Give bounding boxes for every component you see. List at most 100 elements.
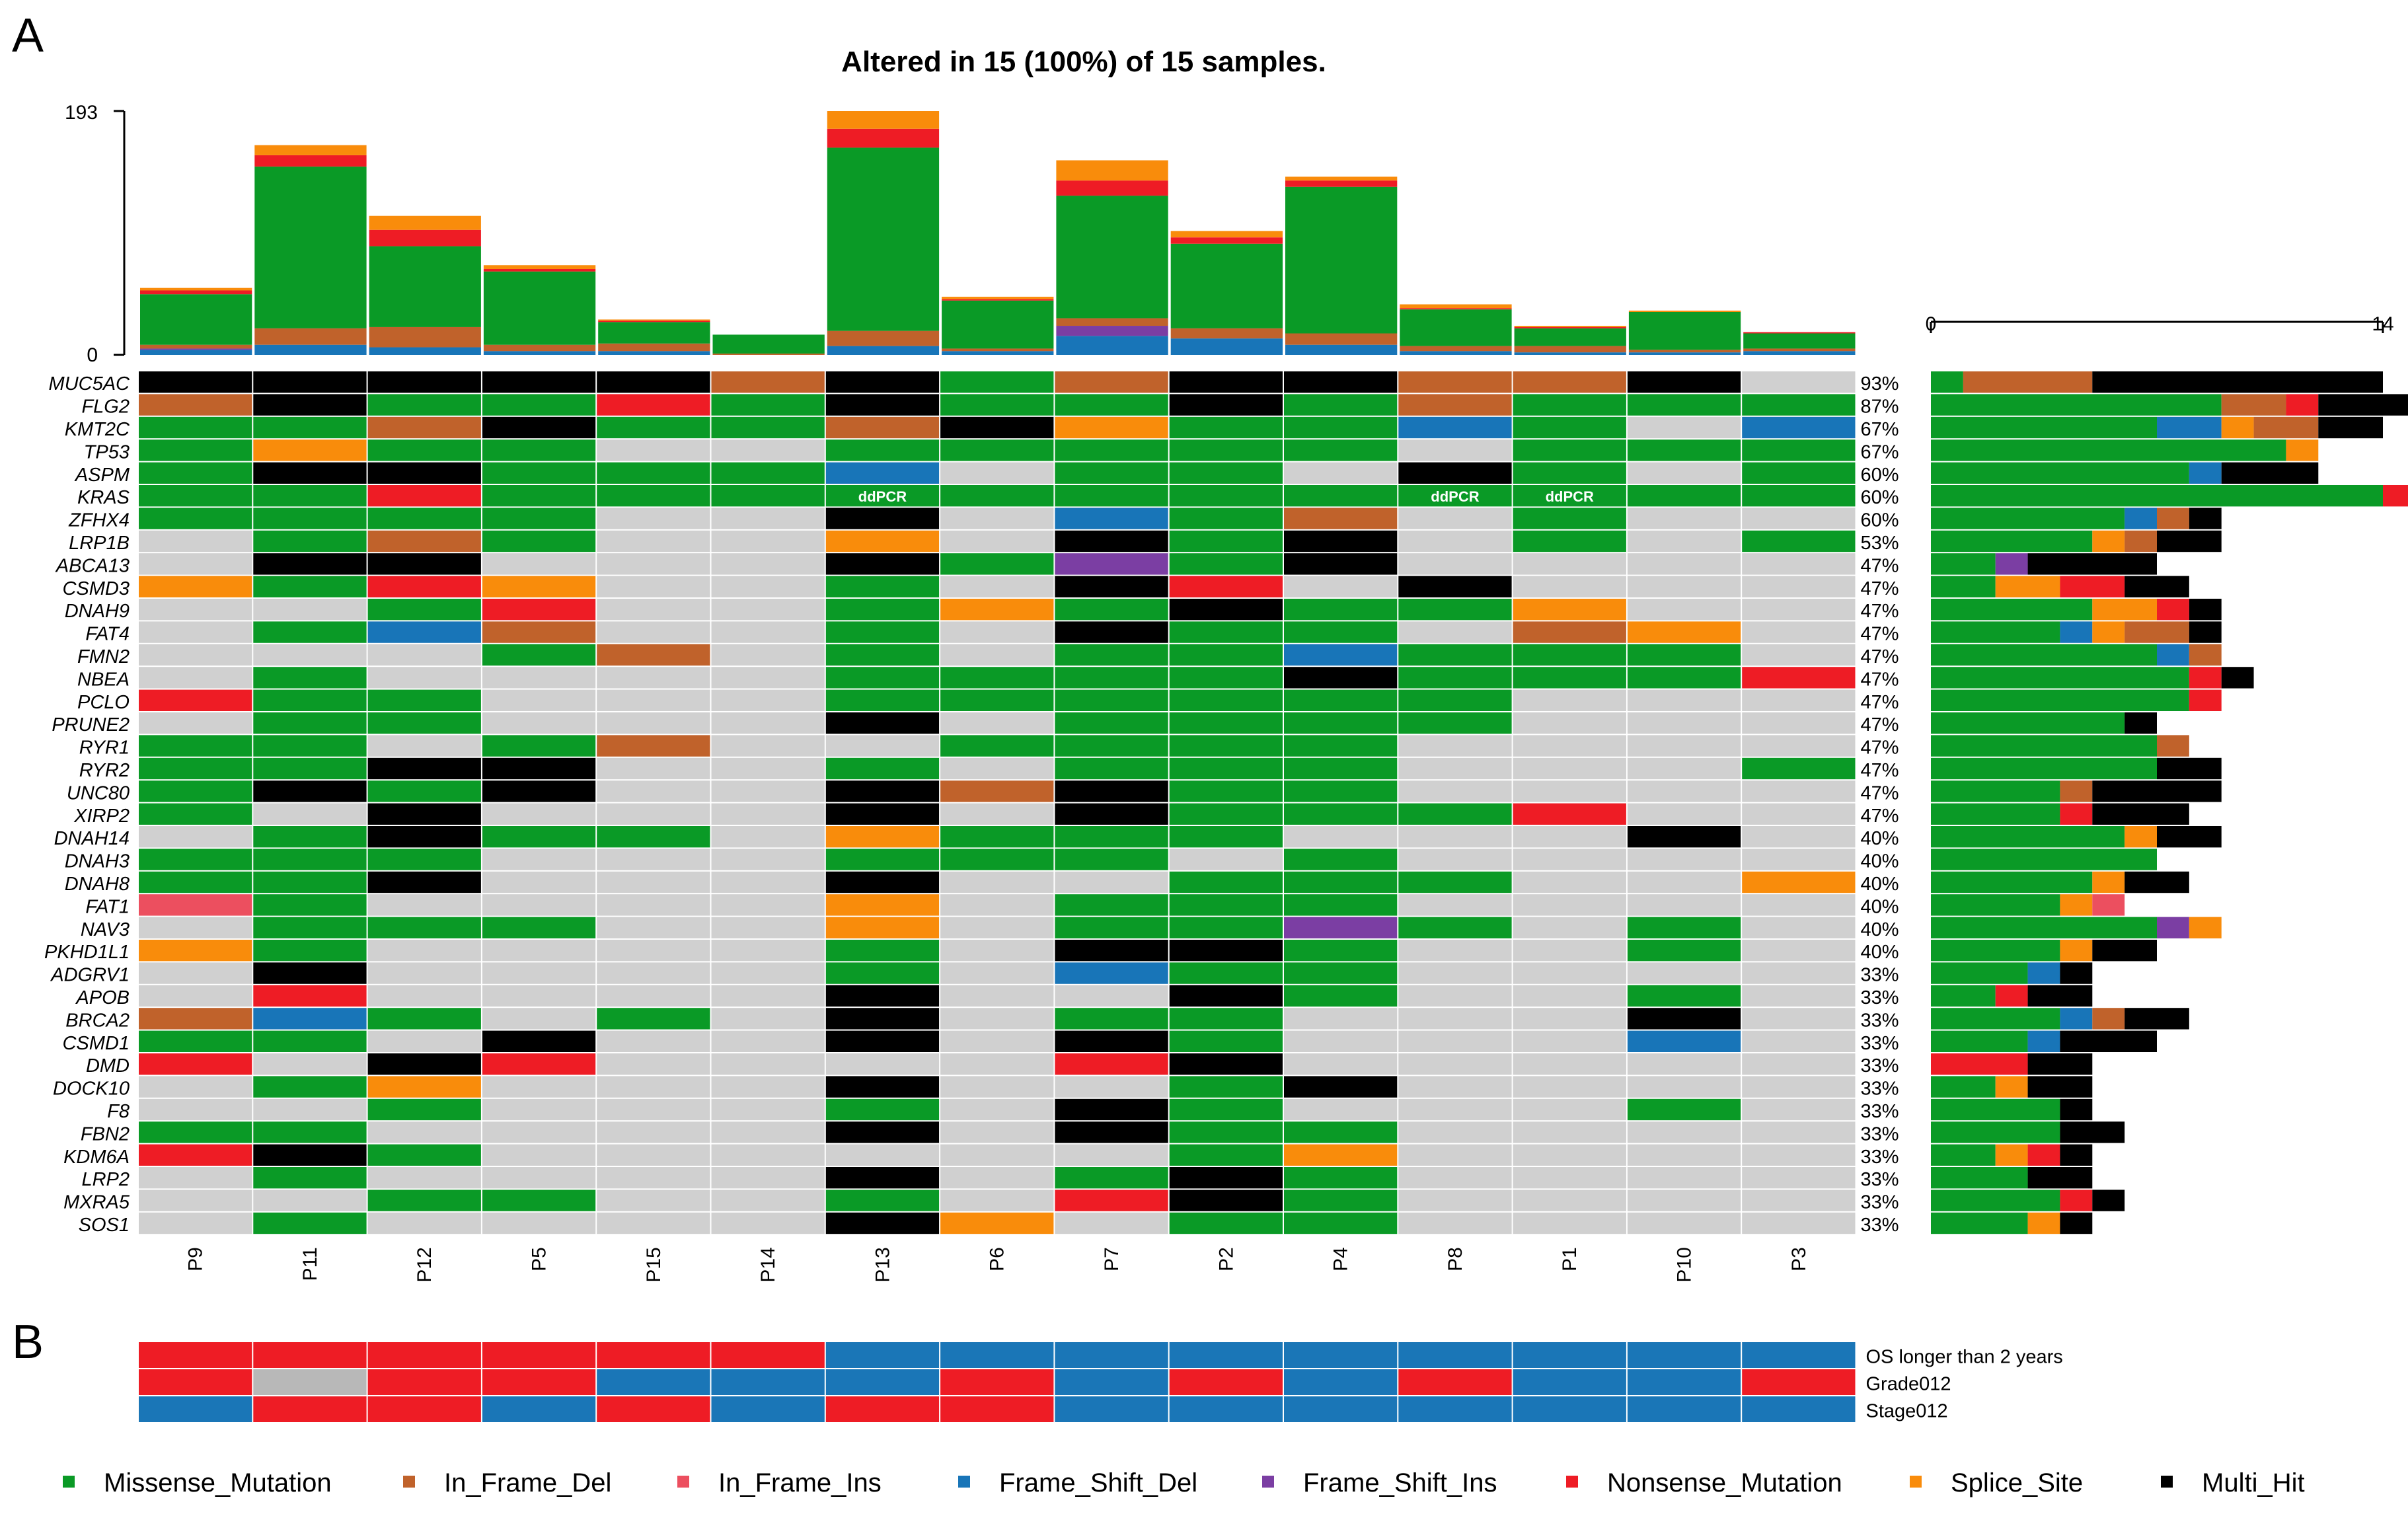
cell-MUC5AC-P6: [940, 371, 1054, 393]
side-bar-SOS1-Missense_Mutation: [1931, 1212, 2028, 1234]
cell-RYR2-P5: [482, 757, 596, 780]
legend-label-In_Frame_Del: In_Frame_Del: [444, 1468, 611, 1497]
cell-MXRA5-P15: [597, 1190, 710, 1211]
cell-FLG2-P10: [1627, 394, 1741, 416]
tmb-bar-P12-Splice_Site: [369, 215, 481, 230]
legend-label-Missense_Mutation: Missense_Mutation: [104, 1468, 332, 1497]
cell-ZFHX4-P2: [1169, 508, 1283, 529]
cell-BRCA2-P12: [367, 1008, 481, 1030]
clinical-cell-2-P13: [825, 1369, 940, 1395]
gene-label-CSMD3: CSMD3: [62, 578, 130, 599]
cell-DNAH8-P1: [1513, 871, 1626, 893]
cell-APOB-P6: [940, 985, 1054, 1007]
cell-DNAH8-P3: [1742, 871, 1856, 893]
cell-ASPM-P15: [597, 462, 710, 484]
cell-BRCA2-P8: [1398, 1008, 1512, 1030]
cell-MXRA5-P9: [139, 1190, 252, 1211]
cell-NBEA-P11: [253, 667, 367, 689]
cell-FMN2-P1: [1513, 644, 1626, 666]
cell-KMT2C-P12: [367, 416, 481, 439]
cell-LRP1B-P13: [825, 530, 940, 552]
cell-DNAH14-P12: [367, 826, 481, 848]
cell-CSMD1-P7: [1055, 1030, 1168, 1052]
cell-NAV3-P15: [597, 917, 710, 938]
side-bar-UNC80-In_Frame_Del: [2060, 780, 2093, 802]
cell-KDM6A-P12: [367, 1144, 481, 1166]
side-bar-ASPM-Frame_Shift_Del: [2189, 462, 2222, 484]
cell-ZFHX4-P12: [367, 508, 481, 529]
cell-PRUNE2-P12: [367, 712, 481, 734]
clinical-cell-1-P2: [1169, 1342, 1283, 1368]
cell-NBEA-P12: [367, 667, 481, 689]
cell-DNAH8-P7: [1055, 871, 1168, 893]
cell-DOCK10-P7: [1055, 1076, 1168, 1098]
cell-UNC80-P7: [1055, 780, 1168, 802]
cell-RYR2-P15: [597, 757, 710, 780]
cell-FAT4-P3: [1742, 621, 1856, 643]
cell-DNAH9-P4: [1284, 599, 1398, 621]
side-bar-DNAH9-Splice_Site: [2092, 599, 2157, 621]
cell-BRCA2-P4: [1284, 1008, 1398, 1030]
side-bar-APOB-Missense_Mutation: [1931, 985, 1996, 1007]
clinical-cell-3-P14: [711, 1396, 825, 1422]
sample-label-P14: P14: [757, 1247, 779, 1282]
cell-DNAH14-P8: [1398, 826, 1512, 848]
cell-TP53-P13: [825, 439, 940, 461]
tmb-bar-P4-Frame_Shift_Del: [1285, 344, 1398, 355]
side-bar-FBN2-Multi_Hit: [2060, 1121, 2125, 1143]
cell-F8-P9: [139, 1098, 252, 1121]
cell-APOB-P3: [1742, 985, 1856, 1007]
clinical-cell-1-P11: [253, 1342, 367, 1368]
cell-PCLO-P10: [1627, 689, 1741, 711]
cell-BRCA2-P5: [482, 1008, 596, 1030]
cell-MUC5AC-P8: [1398, 371, 1512, 393]
cell-UNC80-P4: [1284, 780, 1398, 802]
cell-PKHD1L1-P14: [711, 940, 825, 962]
cell-FLG2-P3: [1742, 394, 1856, 416]
side-bar-FAT4-In_Frame_Del: [2125, 621, 2189, 643]
cell-PRUNE2-P15: [597, 712, 710, 734]
cell-NBEA-P7: [1055, 667, 1168, 689]
cell-TP53-P7: [1055, 439, 1168, 461]
cell-RYR1-P4: [1284, 735, 1398, 757]
clinical-cell-1-P3: [1742, 1342, 1856, 1368]
cell-KMT2C-P2: [1169, 416, 1283, 439]
cell-FBN2-P1: [1513, 1121, 1626, 1143]
legend-swatch-Frame_Shift_Del: [958, 1476, 970, 1488]
side-bar-FAT1-Splice_Site: [2060, 894, 2093, 916]
cell-RYR2-P1: [1513, 757, 1626, 780]
gene-pct-ASPM: 60%: [1861, 465, 1899, 486]
cell-ADGRV1-P5: [482, 962, 596, 984]
cell-DNAH9-P8: [1398, 599, 1512, 621]
clinical-cell-3-P12: [367, 1396, 481, 1422]
cell-PCLO-P13: [825, 689, 940, 711]
cell-FAT1-P5: [482, 894, 596, 916]
cell-FAT4-P9: [139, 621, 252, 643]
side-bar-MUC5AC-Multi_Hit: [2092, 371, 2383, 393]
legend-swatch-Missense_Mutation: [63, 1476, 75, 1488]
cell-FMN2-P15: [597, 644, 710, 666]
cell-DMD-P1: [1513, 1053, 1626, 1075]
tmb-bars: [140, 111, 1856, 355]
legend-swatch-In_Frame_Ins: [677, 1476, 689, 1488]
cell-NBEA-P5: [482, 667, 596, 689]
side-axis-min-label: 0: [1926, 313, 1937, 335]
cell-MUC5AC-P3: [1742, 371, 1856, 393]
gene-pct-CSMD3: 47%: [1861, 578, 1899, 599]
cell-FAT4-P15: [597, 621, 710, 643]
tmb-bar-P4-Nonsense_Mutation: [1285, 180, 1398, 187]
cell-DNAH8-P11: [253, 871, 367, 893]
cell-FLG2-P4: [1284, 394, 1398, 416]
gene-pct-FLG2: 87%: [1861, 397, 1899, 418]
cell-APOB-P1: [1513, 985, 1626, 1007]
cell-NBEA-P2: [1169, 667, 1283, 689]
cell-APOB-P2: [1169, 985, 1283, 1007]
cell-RYR2-P11: [253, 757, 367, 780]
cell-MUC5AC-P2: [1169, 371, 1283, 393]
cell-PKHD1L1-P3: [1742, 940, 1856, 962]
side-bar-KDM6A-Nonsense_Mutation: [2027, 1144, 2060, 1166]
cell-FMN2-P6: [940, 644, 1054, 666]
cell-RYR2-P7: [1055, 757, 1168, 780]
tmb-bar-P13-Missense_Mutation: [827, 147, 940, 331]
cell-LRP2-P2: [1169, 1167, 1283, 1189]
